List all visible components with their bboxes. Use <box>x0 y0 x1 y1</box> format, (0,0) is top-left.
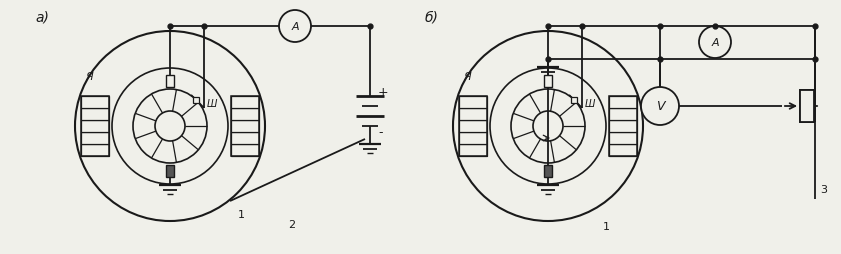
Bar <box>81 97 109 156</box>
Text: 3: 3 <box>820 184 827 194</box>
Bar <box>231 133 259 145</box>
Bar <box>193 98 199 103</box>
Bar <box>166 76 174 88</box>
Text: 2: 2 <box>288 219 295 229</box>
Bar <box>609 97 637 108</box>
Text: Я: Я <box>463 72 471 82</box>
Bar <box>166 165 174 177</box>
Text: Ш: Ш <box>207 99 218 108</box>
Bar <box>544 76 552 88</box>
Bar <box>544 165 552 177</box>
Bar <box>81 97 109 108</box>
Bar <box>459 121 487 133</box>
Bar <box>800 91 814 122</box>
Text: 1: 1 <box>603 221 610 231</box>
Bar <box>609 121 637 133</box>
Text: б): б) <box>425 10 439 24</box>
Circle shape <box>641 88 679 125</box>
Bar <box>81 145 109 156</box>
Bar <box>609 145 637 156</box>
Bar <box>459 108 487 121</box>
Bar <box>459 145 487 156</box>
Bar <box>459 97 487 156</box>
Circle shape <box>699 27 731 59</box>
Bar <box>609 97 637 156</box>
Circle shape <box>279 11 311 43</box>
Text: a): a) <box>35 10 49 24</box>
Bar <box>81 121 109 133</box>
Bar <box>609 108 637 121</box>
Bar <box>800 91 814 122</box>
Text: Ш: Ш <box>585 99 595 108</box>
Bar <box>81 108 109 121</box>
Text: A: A <box>711 38 719 48</box>
Bar <box>609 133 637 145</box>
Bar <box>231 97 259 108</box>
Text: V: V <box>656 100 664 113</box>
Bar <box>231 108 259 121</box>
Bar <box>231 97 259 156</box>
Bar <box>459 97 487 108</box>
Text: Я: Я <box>85 72 93 82</box>
Bar <box>459 133 487 145</box>
Text: 1: 1 <box>238 209 245 219</box>
Bar <box>571 98 577 103</box>
Text: -: - <box>378 126 383 139</box>
Text: A: A <box>291 22 299 32</box>
Bar <box>231 145 259 156</box>
Bar <box>231 121 259 133</box>
Text: +: + <box>378 86 389 99</box>
Bar <box>81 133 109 145</box>
